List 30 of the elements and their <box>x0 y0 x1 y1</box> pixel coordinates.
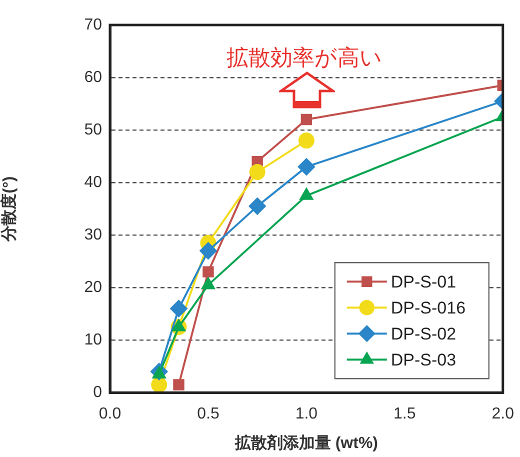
legend-label: DP-S-02 <box>390 324 456 344</box>
x-tick-label: 2.0 <box>492 406 514 423</box>
x-tick-label: 1.0 <box>295 406 318 423</box>
legend-label: DP-S-01 <box>390 272 456 292</box>
y-tick-label: 20 <box>84 278 102 296</box>
point <box>202 266 214 278</box>
point <box>300 114 312 126</box>
point <box>298 158 315 176</box>
point <box>170 300 188 318</box>
point <box>173 379 184 390</box>
point <box>151 376 168 393</box>
y-tick-label: 60 <box>84 68 102 86</box>
x-axis-title: 拡散剤添加量 (wt%) <box>234 434 378 452</box>
y-axis-title: 分散度(°) <box>0 176 18 242</box>
point <box>298 132 314 149</box>
y-tick-label: 10 <box>84 331 102 348</box>
point <box>249 164 266 180</box>
y-tick-label: 70 <box>84 16 102 34</box>
x-tick-label: 1.5 <box>394 406 416 423</box>
legend-label: DP-S-016 <box>390 298 466 318</box>
x-tick-label: 0.0 <box>98 406 122 423</box>
point <box>248 198 266 215</box>
annotation: 拡散効率が高い <box>226 45 382 70</box>
y-tick-label: 30 <box>84 226 102 244</box>
point <box>200 242 217 260</box>
y-tick-label: 40 <box>84 174 102 191</box>
legend-label: DP-S-03 <box>390 350 456 370</box>
y-tick-label: 0 <box>93 384 102 402</box>
x-tick-label: 0.5 <box>197 406 220 423</box>
y-tick-label: 50 <box>84 121 102 138</box>
